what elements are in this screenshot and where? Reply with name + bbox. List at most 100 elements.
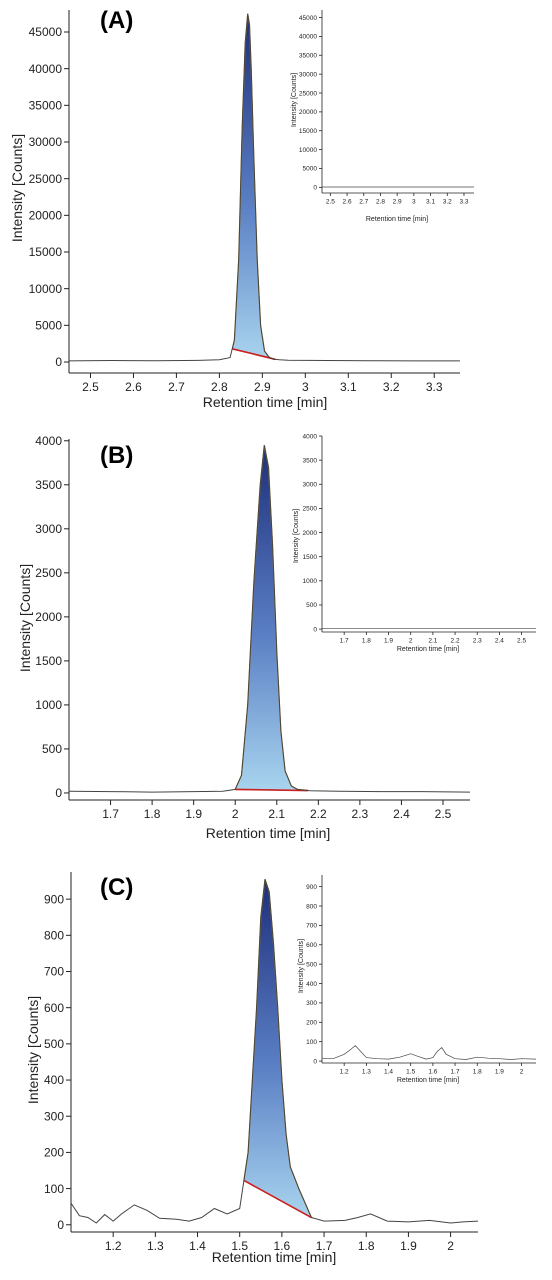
panel-c-inset-x-tick-label: 1.8 (473, 1069, 482, 1076)
panel-b-inset-x-tick-label: 2.4 (495, 638, 504, 645)
panel-a-inset-y-tick-label: 40000 (299, 34, 317, 41)
panel-b-x-tick-label: 1.8 (144, 807, 161, 821)
panel-b-x-tick-label: 2.4 (393, 807, 410, 821)
panel-a-y-tick-label: 45000 (29, 25, 63, 39)
panel-c-inset-x-tick-label: 1.5 (406, 1069, 415, 1076)
panel-b-x-tick-label: 1.7 (102, 807, 119, 821)
panel-a-inset-x-tick-label: 2.6 (343, 199, 352, 206)
panel-a-x-tick-label: 2.7 (168, 380, 185, 394)
panel-b-y-tick-label: 4000 (35, 434, 62, 448)
panel-c-inset-x-tick-label: 1.3 (362, 1069, 371, 1076)
panel-b-x-tick-label: 2.1 (268, 807, 285, 821)
panel-a-inset-y-tick-label: 15000 (299, 128, 317, 135)
panel-a-x-tick-label: 3.3 (426, 380, 443, 394)
panel-a-x-tick-label: 2.6 (125, 380, 142, 394)
panel-c-main-chart: 1.2 1.3 1.4 1.5 1.6 1.7 1.8 1.9 2 0 100 200 300 400 50… (44, 872, 479, 1253)
panel-a-y-tick-label: 35000 (29, 99, 63, 113)
panel-c-y-tick-label: 700 (44, 965, 64, 979)
panel-a-inset-y-tick-label: 20000 (299, 109, 317, 116)
panel-c-inset-y-tick-label: 200 (306, 1020, 317, 1027)
panel-a-y-tick-label: 5000 (35, 319, 62, 333)
panel-b-x-tick-label: 2.2 (310, 807, 327, 821)
panel-c-inset-x-tick-label: 1.2 (340, 1069, 349, 1076)
panel-b-inset-x-tick-label: 2.5 (517, 638, 526, 645)
panel-b-y-tick-label: 1500 (35, 654, 62, 668)
panel-a-inset-chart: 2.5 2.6 2.7 2.8 2.9 3 3.1 3.2 3.3 0 5000 10000 15000… (299, 10, 474, 206)
panel-b-inset-x-tick-label: 2.3 (473, 638, 482, 645)
panel-c-x-tick-label: 1.7 (316, 1239, 333, 1253)
panel-b-y-tick-label: 2500 (35, 566, 62, 580)
panel-c-y-tick-label: 500 (44, 1037, 64, 1051)
panel-a-y-tick-label: 15000 (29, 245, 63, 259)
panel-b-y-tick-label: 2000 (35, 610, 62, 624)
panel-c-inset-x-tick-label: 1.7 (451, 1069, 460, 1076)
panel-b-x-tick-label: 2 (232, 807, 239, 821)
panel-a-inset-y-tick-label: 25000 (299, 90, 317, 97)
panel-a-main-chart: 2.5 2.6 2.7 2.8 2.9 3 3.1 3.2 3.3 0 5000 10000 15000… (29, 10, 460, 394)
panel-b-main-chart: 1.7 1.8 1.9 2 2.1 2.2 2.3 2.4 2.5 0 500 1000 1500 200… (35, 434, 471, 821)
panel-b-inset-x-tick-label: 2 (409, 638, 413, 645)
panel-b-x-axis-title: Retention time [min] (206, 825, 331, 841)
panel-c-y-tick-label: 600 (44, 1001, 64, 1015)
panel-a-x-tick-label: 3.1 (340, 380, 357, 394)
panel-c-y-tick-label: 100 (44, 1182, 64, 1196)
panel-b-y-tick-label: 500 (42, 742, 62, 756)
panel-c-y-tick-label: 900 (44, 892, 64, 906)
panel-a-y-tick-label: 10000 (29, 282, 63, 296)
panel-b: (B) 1.7 1.8 1.9 2 2.1 2.2 2.3 2.4 2.5 0 500 1000 150… (17, 433, 536, 841)
panel-a-inset-y-tick-label: 35000 (299, 53, 317, 60)
panel-c-integration-baseline (243, 1179, 312, 1219)
panel-a-inset-y-tick-label: 45000 (299, 15, 317, 22)
panel-c-x-tick-label: 1.2 (105, 1239, 122, 1253)
panel-a-y-tick-label: 20000 (29, 209, 63, 223)
panel-c-x-tick-label: 1.4 (189, 1239, 206, 1253)
panel-c-x-tick-label: 1.8 (358, 1239, 375, 1253)
panel-a-x-tick-label: 3 (302, 380, 309, 394)
panel-b-inset-y-tick-label: 3500 (303, 457, 318, 464)
panel-a-label: (A) (100, 7, 133, 34)
panel-b-inset-x-tick-label: 2.2 (451, 638, 460, 645)
panel-a-y-tick-label: 40000 (29, 62, 63, 76)
panel-b-label: (B) (100, 442, 133, 469)
panel-b-y-tick-label: 1000 (35, 698, 62, 712)
panel-c-y-tick-label: 400 (44, 1073, 64, 1087)
panel-a-y-tick-label: 0 (55, 355, 62, 369)
panel-c-x-tick-label: 1.5 (231, 1239, 248, 1253)
panel-c-x-tick-label: 1.3 (147, 1239, 164, 1253)
panel-b-peak-area (234, 445, 308, 792)
panel-b-y-tick-label: 3500 (35, 478, 62, 492)
panel-a-inset-y-tick-label: 30000 (299, 71, 317, 78)
panel-c-inset-y-tick-label: 700 (306, 923, 317, 930)
panel-b-inset-y-tick-label: 1500 (303, 554, 318, 561)
panel-c-y-tick-label: 300 (44, 1109, 64, 1123)
panel-c-x-tick-label: 2 (447, 1239, 454, 1253)
panel-b-inset-x-axis-title: Retention time [min] (397, 646, 459, 653)
panel-a-inset-x-tick-label: 2.7 (359, 199, 368, 206)
panel-a-inset-y-tick-label: 0 (313, 185, 317, 192)
panel-a-inset-x-tick-label: 3.3 (459, 199, 468, 206)
panel-b-x-tick-label: 1.9 (185, 807, 202, 821)
panel-c-inset-y-tick-label: 400 (306, 981, 317, 988)
panel-c-inset-chart: 1.2 1.3 1.4 1.5 1.6 1.7 1.8 1.9 2 0 100 200 300 400 50… (306, 875, 537, 1076)
panel-b-inset-x-tick-label: 2.1 (428, 638, 437, 645)
panel-b-inset-y-tick-label: 2500 (303, 506, 318, 513)
panel-c-x-tick-label: 1.6 (274, 1239, 291, 1253)
panel-b-inset-x-tick-label: 1.8 (362, 638, 371, 645)
panel-b-inset-y-tick-label: 500 (306, 602, 317, 609)
panel-a-y-tick-label: 25000 (29, 172, 63, 186)
panel-b-y-tick-label: 3000 (35, 522, 62, 536)
panel-a-inset-x-tick-label: 2.8 (376, 199, 385, 206)
panel-b-inset-y-tick-label: 1000 (303, 578, 318, 585)
panel-a-inset-x-axis-title: Retention time [min] (366, 216, 428, 223)
panel-b-inset-y-tick-label: 0 (313, 626, 317, 633)
panel-a-inset-x-tick-label: 3.1 (426, 199, 435, 206)
panel-c-inset-x-tick-label: 1.9 (495, 1069, 504, 1076)
panel-b-y-tick-label: 0 (55, 786, 62, 800)
panel-c-y-tick-label: 0 (57, 1218, 64, 1232)
panel-a-inset-x-tick-label: 3.2 (443, 199, 452, 206)
panel-c-y-tick-label: 200 (44, 1146, 64, 1160)
panel-c-x-tick-label: 1.9 (400, 1239, 417, 1253)
panel-b-inset-x-tick-label: 1.9 (384, 638, 393, 645)
panel-a-x-tick-label: 2.5 (82, 380, 99, 394)
panel-b-inset-chart: 1.7 1.8 1.9 2 2.1 2.2 2.3 2.4 2.5 0 500 1000 1500 200… (303, 433, 536, 645)
